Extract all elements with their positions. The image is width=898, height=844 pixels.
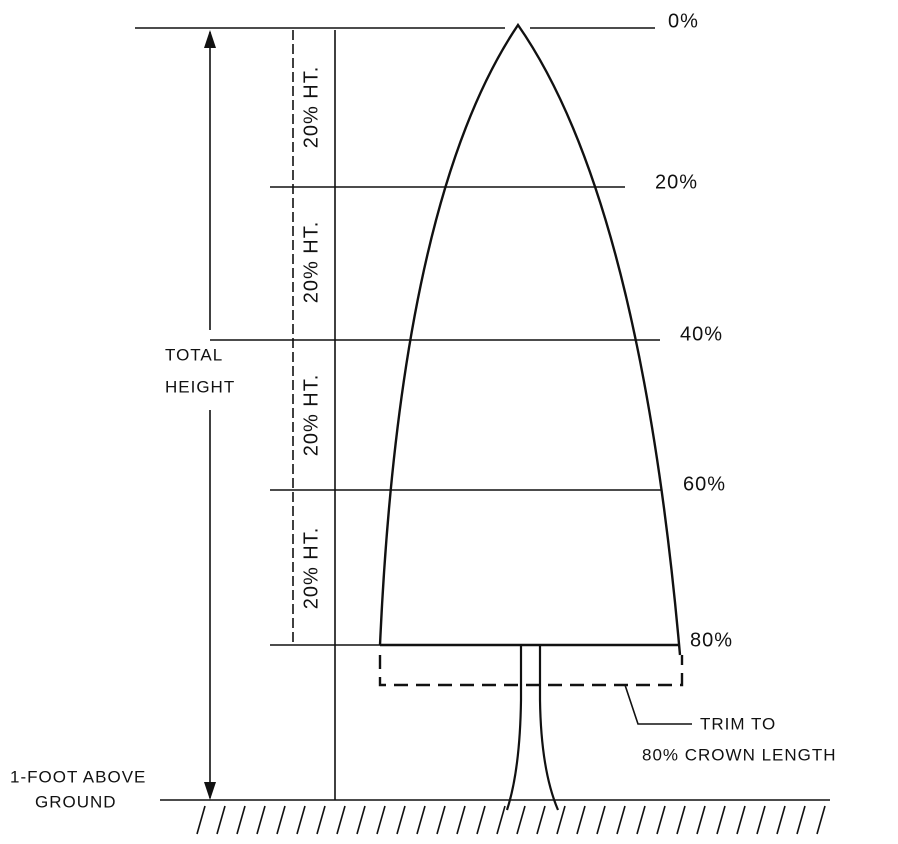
hatch-line: [476, 805, 486, 835]
trunk: [505, 645, 560, 811]
hatch-line: [536, 805, 546, 835]
ground-label: 1-FOOT ABOVE: [10, 767, 146, 786]
hatch-line: [416, 805, 426, 835]
hatch-line: [216, 805, 226, 835]
trim-label: TRIM TO: [700, 714, 776, 733]
hatch-line: [256, 805, 266, 835]
total-height-label: TOTAL: [165, 345, 223, 364]
drawing: [135, 22, 830, 835]
hatch-line: [716, 805, 726, 835]
level-label: 0%: [668, 10, 699, 32]
hatch-line: [776, 805, 786, 835]
hatch-line: [576, 805, 586, 835]
hatch-line: [796, 805, 806, 835]
trim-label: 80% CROWN LENGTH: [642, 745, 837, 764]
hatch-line: [616, 805, 626, 835]
segment-label: 20% HT.: [300, 527, 322, 610]
hatch-line: [516, 805, 526, 835]
hatch-line: [556, 805, 566, 835]
ground-label: GROUND: [35, 792, 117, 811]
segment-label: 20% HT.: [300, 221, 322, 304]
total-height-label: HEIGHT: [165, 377, 235, 396]
hatch-line: [496, 805, 506, 835]
hatch-line: [236, 805, 246, 835]
hatch-line: [456, 805, 466, 835]
level-label: 80%: [690, 629, 733, 651]
trim-leader: [624, 684, 692, 725]
hatch-line: [296, 805, 306, 835]
trim-outline: [378, 655, 684, 687]
hatch-line: [696, 805, 706, 835]
hatch-line: [356, 805, 366, 835]
segment-label: 20% HT.: [300, 374, 322, 457]
hatch-line: [276, 805, 286, 835]
level-label: 20%: [655, 171, 698, 193]
hatch-line: [656, 805, 666, 835]
hatch-line: [316, 805, 326, 835]
segment-label: 20% HT.: [300, 66, 322, 149]
ground-hatch: [196, 805, 826, 835]
hatch-line: [816, 805, 826, 835]
level-label: 60%: [683, 473, 726, 495]
hatch-line: [596, 805, 606, 835]
hatch-line: [376, 805, 386, 835]
hatch-line: [676, 805, 686, 835]
level-label: 40%: [680, 323, 723, 345]
hatch-line: [336, 805, 346, 835]
hatch-line: [436, 805, 446, 835]
crown-outline: [378, 22, 682, 656]
hatch-line: [756, 805, 766, 835]
hatch-line: [736, 805, 746, 835]
hatch-line: [196, 805, 206, 835]
hatch-line: [396, 805, 406, 835]
hatch-line: [636, 805, 646, 835]
